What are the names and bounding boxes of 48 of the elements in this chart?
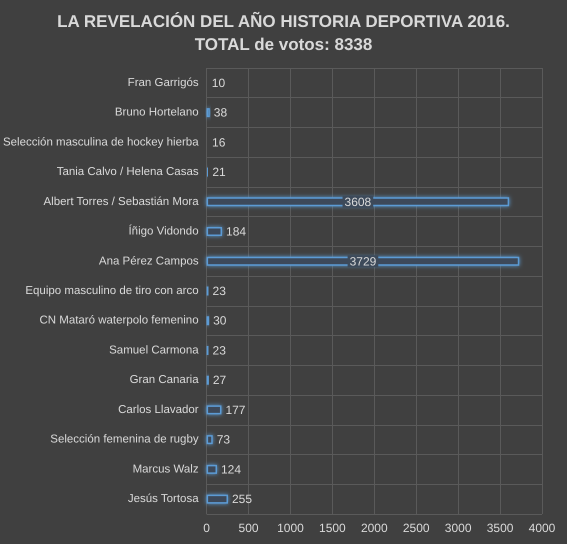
data-label: 177 xyxy=(225,402,246,417)
bar xyxy=(206,227,222,236)
y-tick-label: Bruno Hortelano xyxy=(114,106,199,119)
y-tick-label: Samuel Carmona xyxy=(109,344,200,356)
data-label: 27 xyxy=(212,373,227,388)
bar xyxy=(206,405,222,414)
y-tick-label: Jesús Tortosa xyxy=(128,493,200,506)
data-label: 23 xyxy=(212,284,226,298)
chart-subtitle: TOTAL de votos: 8338 xyxy=(194,35,372,54)
y-tick-label: Carlos Llavador xyxy=(118,404,199,416)
bar xyxy=(206,197,510,206)
data-label: 73 xyxy=(216,432,230,447)
x-tick-label: 500 xyxy=(238,521,259,535)
y-tick-label: CN Mataró waterpolo femenino xyxy=(39,314,199,327)
data-label: 30 xyxy=(213,314,227,328)
y-tick-label: Íñigo Vidondo xyxy=(128,224,199,238)
data-label: 3729 xyxy=(350,254,377,268)
y-tick-label: Fran Garrigós xyxy=(128,76,199,89)
x-tick-label: 3000 xyxy=(444,521,472,535)
y-tick-label: Equipo masculino de tiro con arco xyxy=(25,285,199,297)
data-label: 184 xyxy=(226,224,246,239)
bar xyxy=(206,435,213,444)
data-label: 3608 xyxy=(344,194,372,209)
data-label: 124 xyxy=(221,462,242,476)
data-label: 16 xyxy=(212,135,226,150)
chart-title: LA REVELACIÓN DEL AÑO HISTORIA DEPORTIVA 2016. xyxy=(57,11,510,31)
y-tick-label: Ana Pérez Campos xyxy=(98,255,199,268)
y-tick-label: Gran Canaria xyxy=(130,374,200,386)
y-tick-label: Marcus Walz xyxy=(132,463,199,476)
bar xyxy=(206,464,218,474)
data-label: 10 xyxy=(212,76,226,90)
y-tick-label: Tania Calvo / Helena Casas xyxy=(56,166,199,178)
bar xyxy=(206,494,228,504)
y-tick-label: Selección femenina de rugby xyxy=(50,434,199,446)
x-tick-label: 4000 xyxy=(528,521,556,535)
x-tick-label: 1500 xyxy=(319,521,346,535)
y-tick-label: Albert Torres / Sebastián Mora xyxy=(43,196,200,208)
data-label: 21 xyxy=(212,165,226,180)
x-tick-label: 1000 xyxy=(277,521,304,535)
data-label: 38 xyxy=(214,106,228,120)
x-tick-label: 0 xyxy=(203,521,210,535)
x-tick-label: 2000 xyxy=(360,521,388,535)
data-label: 255 xyxy=(232,492,252,506)
x-tick-label: 2500 xyxy=(402,521,430,535)
y-tick-label: Selección masculina de hockey hierba xyxy=(2,136,200,148)
bar xyxy=(206,256,520,266)
x-tick-label: 3500 xyxy=(486,521,514,535)
data-label: 23 xyxy=(212,343,226,358)
